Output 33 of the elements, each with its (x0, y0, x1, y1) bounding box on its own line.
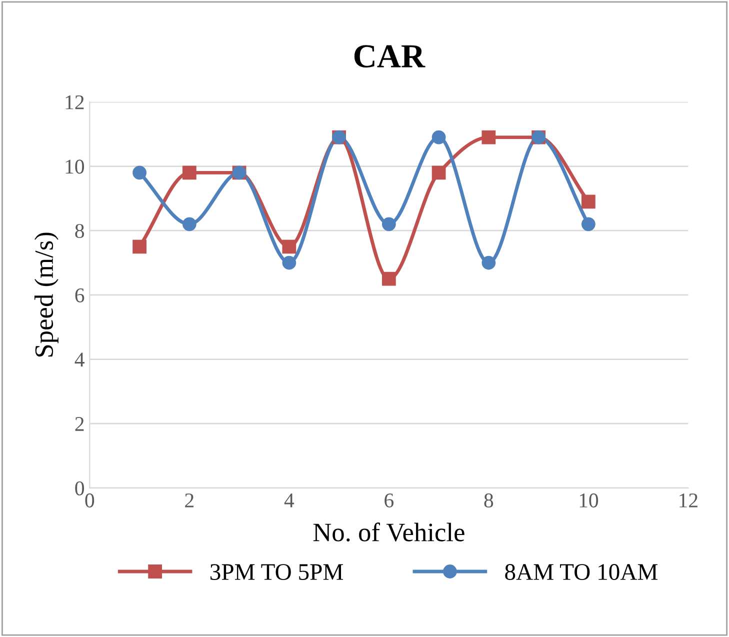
point (382, 217, 396, 232)
point (182, 217, 196, 232)
y-tick-label: 8 (75, 224, 84, 238)
x-tick-label: 8 (484, 493, 494, 508)
point (432, 130, 446, 144)
point (132, 166, 146, 180)
point (432, 166, 446, 180)
chart-title: CAR (354, 45, 426, 68)
y-tick-label: 12 (66, 95, 84, 110)
x-tick-label: 10 (580, 493, 598, 508)
y-tick-label: 6 (75, 288, 84, 302)
point (581, 217, 596, 232)
x-tick-label: 4 (284, 494, 294, 508)
x-axis-title: No. of Vehicle (313, 522, 464, 542)
x-tick-label: 12 (680, 493, 698, 508)
x-tick-label: 2 (185, 493, 194, 508)
point (581, 194, 596, 209)
point (132, 240, 146, 254)
legend-label: 8AM TO 10AM (505, 564, 658, 580)
x-tick-label: 6 (384, 493, 394, 508)
legend-label: 3PM TO 5PM (210, 564, 343, 580)
point (282, 240, 296, 254)
y-tick-label: 4 (74, 352, 84, 366)
y-tick-label: 2 (75, 417, 84, 431)
y-tick-label: 0 (75, 481, 84, 496)
y-tick-label: 10 (66, 160, 84, 174)
point (482, 130, 496, 144)
point (182, 166, 196, 180)
point (382, 272, 396, 286)
point (282, 256, 296, 270)
point (482, 256, 496, 270)
x-tick-label: 0 (85, 493, 94, 508)
y-axis-title: Speed (m/s) (34, 232, 58, 357)
